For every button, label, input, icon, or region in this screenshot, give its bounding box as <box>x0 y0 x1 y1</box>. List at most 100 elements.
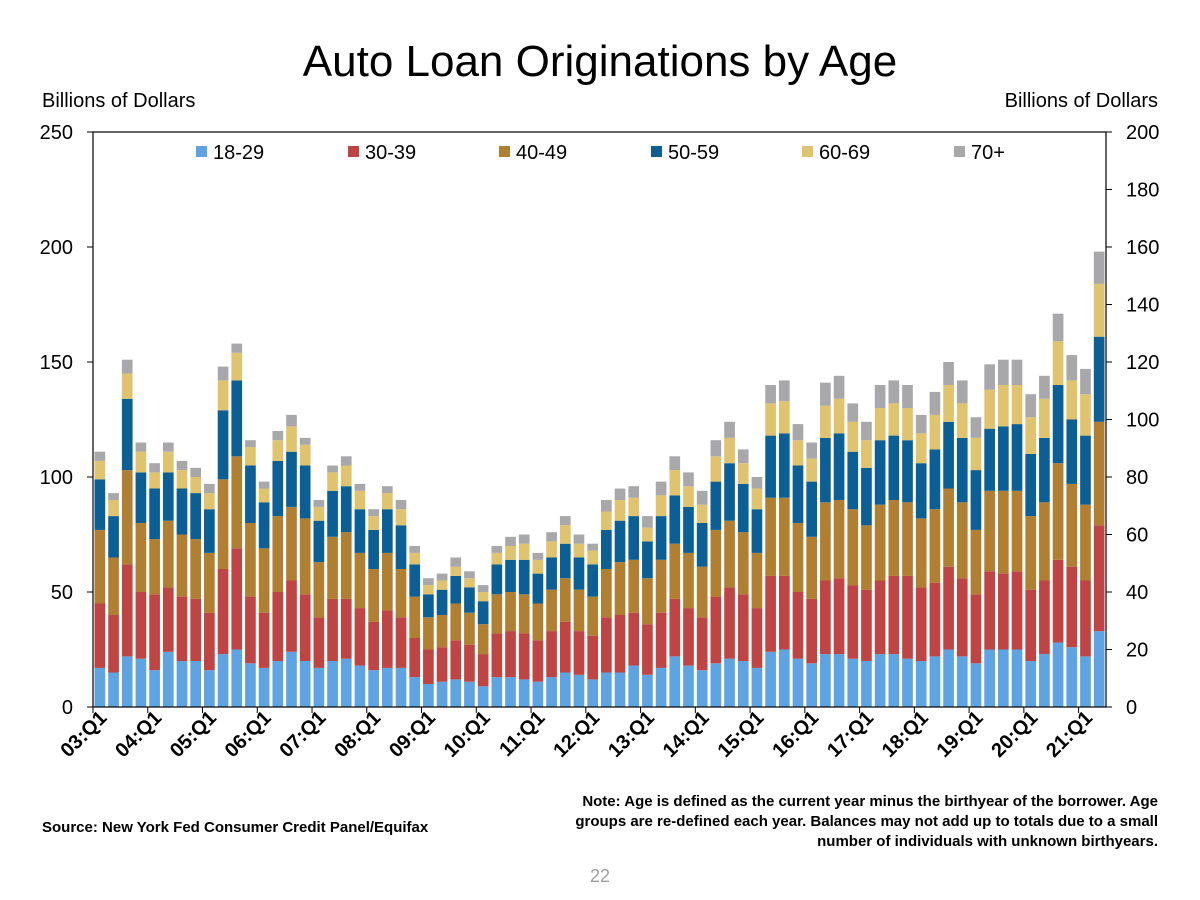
bar-70+-11:Q3 <box>559 516 571 526</box>
bar-50-59-07:Q2 <box>327 490 338 537</box>
bar-60-69-18:Q2 <box>929 414 941 450</box>
bar-40-49-18:Q2 <box>929 509 941 583</box>
bar-60-69-15:Q3 <box>778 401 790 434</box>
bar-70+-15:Q3 <box>778 380 790 402</box>
bar-60-69-16:Q2 <box>820 405 831 438</box>
bar-50-59-20:Q4 <box>1066 419 1078 484</box>
bar-70+-06:Q2 <box>272 431 284 441</box>
bar-40-49-15:Q4 <box>792 523 804 592</box>
bar-60-69-13:Q4 <box>683 486 694 507</box>
bar-40-49-03:Q3 <box>121 470 133 565</box>
bar-50-59-15:Q2 <box>765 435 776 498</box>
bar-50-59-21:Q2 <box>1093 336 1105 422</box>
bar-18-29-17:Q3 <box>888 654 900 707</box>
bar-50-59-15:Q3 <box>778 433 790 498</box>
bar-18-29-15:Q3 <box>778 649 790 707</box>
legend-swatch-30-39 <box>348 146 359 157</box>
bar-60-69-08:Q2 <box>381 493 393 510</box>
legend-label-60-69: 60-69 <box>819 142 870 164</box>
x-tick-label: 12:Q1 <box>549 707 604 762</box>
bar-50-59-15:Q1 <box>751 509 763 553</box>
bar-40-49-08:Q2 <box>381 552 393 611</box>
bar-60-69-06:Q4 <box>299 444 311 466</box>
bar-40-49-04:Q4 <box>190 539 202 599</box>
bar-30-39-07:Q1 <box>313 617 325 668</box>
bar-50-59-14:Q3 <box>724 463 735 521</box>
bar-18-29-17:Q4 <box>902 658 913 707</box>
bar-30-39-15:Q3 <box>778 575 790 650</box>
bar-60-69-10:Q3 <box>505 546 516 560</box>
bar-18-29-09:Q1 <box>423 684 434 707</box>
bar-30-39-17:Q2 <box>874 580 886 655</box>
bar-60-69-19:Q2 <box>984 389 995 429</box>
bar-70+-04:Q2 <box>162 442 174 452</box>
bar-60-69-15:Q2 <box>765 403 776 436</box>
bar-40-49-19:Q4 <box>1011 490 1023 572</box>
bar-40-49-05:Q3 <box>231 456 243 549</box>
bar-18-29-19:Q2 <box>984 649 995 707</box>
bar-70+-08:Q4 <box>409 546 421 553</box>
bar-60-69-12:Q3 <box>614 500 626 521</box>
bar-18-29-06:Q3 <box>286 651 297 707</box>
bar-40-49-10:Q1 <box>477 624 489 655</box>
bar-18-29-12:Q1 <box>587 679 598 707</box>
bar-40-49-17:Q1 <box>861 525 872 590</box>
bar-18-29-18:Q1 <box>915 661 927 707</box>
bar-18-29-19:Q1 <box>970 663 982 707</box>
bar-18-29-12:Q4 <box>628 665 640 707</box>
bar-50-59-04:Q4 <box>190 493 202 540</box>
bar-50-59-14:Q2 <box>710 481 722 530</box>
bar-70+-13:Q1 <box>642 516 653 528</box>
bar-18-29-06:Q4 <box>299 661 311 707</box>
bar-18-29-16:Q3 <box>833 654 845 707</box>
bar-70+-11:Q2 <box>546 532 557 542</box>
bar-40-49-09:Q4 <box>464 612 475 645</box>
bar-70+-12:Q4 <box>628 486 640 498</box>
bar-70+-09:Q2 <box>436 573 448 581</box>
bar-18-29-14:Q2 <box>710 663 722 707</box>
bar-70+-08:Q2 <box>381 486 393 494</box>
bar-30-39-06:Q1 <box>258 612 270 668</box>
bar-30-39-16:Q2 <box>820 580 831 655</box>
bar-70+-05:Q3 <box>231 343 243 353</box>
bar-70+-07:Q3 <box>340 456 352 466</box>
right-tick-label: 160 <box>1126 237 1159 259</box>
bar-30-39-06:Q3 <box>286 580 297 652</box>
bar-30-39-04:Q1 <box>149 594 160 671</box>
legend-label-50-59: 50-59 <box>668 142 719 164</box>
bar-70+-11:Q1 <box>532 552 544 560</box>
bar-50-59-04:Q1 <box>149 488 160 540</box>
bar-60-69-14:Q2 <box>710 456 722 482</box>
bar-30-39-21:Q1 <box>1080 580 1091 657</box>
bar-18-29-14:Q3 <box>724 658 735 707</box>
right-tick-label: 180 <box>1126 180 1159 202</box>
bar-70+-03:Q4 <box>135 442 147 452</box>
bar-40-49-18:Q3 <box>943 488 954 567</box>
bar-50-59-04:Q2 <box>162 472 174 521</box>
bar-60-69-06:Q3 <box>286 426 297 452</box>
bar-50-59-11:Q3 <box>559 543 571 579</box>
bar-30-39-07:Q3 <box>340 598 352 659</box>
bar-60-69-14:Q3 <box>724 437 735 464</box>
bar-70+-05:Q1 <box>204 483 215 494</box>
bar-50-59-19:Q2 <box>984 428 995 491</box>
bar-70+-06:Q3 <box>286 414 297 427</box>
bar-50-59-12:Q1 <box>587 564 598 597</box>
bar-30-39-04:Q2 <box>162 587 174 652</box>
bar-30-39-12:Q4 <box>628 612 640 666</box>
bar-30-39-10:Q1 <box>477 654 489 687</box>
bar-70+-19:Q4 <box>1011 359 1023 385</box>
bar-30-39-12:Q1 <box>587 635 598 680</box>
bar-30-39-12:Q3 <box>614 615 626 673</box>
bar-18-29-08:Q1 <box>368 670 379 707</box>
plot-frame <box>92 131 1107 708</box>
bar-70+-12:Q1 <box>587 543 598 551</box>
bar-50-59-18:Q4 <box>956 437 968 503</box>
bar-30-39-09:Q2 <box>436 647 448 682</box>
bar-30-39-13:Q3 <box>669 598 681 657</box>
bar-50-59-06:Q1 <box>258 502 270 549</box>
bar-50-59-08:Q3 <box>395 525 407 569</box>
bar-18-29-15:Q1 <box>751 667 763 707</box>
bar-40-49-16:Q1 <box>806 536 818 599</box>
bar-50-59-10:Q1 <box>477 601 489 625</box>
